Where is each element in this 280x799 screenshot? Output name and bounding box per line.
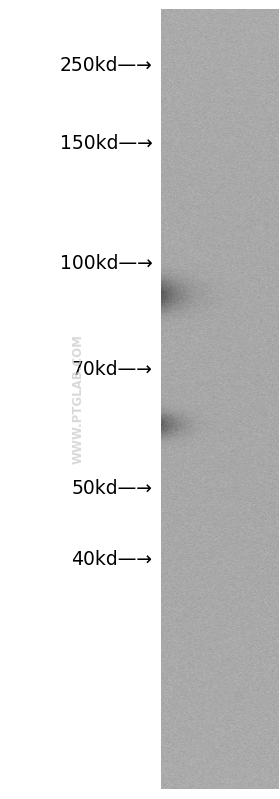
Text: 40kd—→: 40kd—→ — [71, 550, 153, 569]
Text: 150kd—→: 150kd—→ — [60, 134, 153, 153]
Text: 250kd—→: 250kd—→ — [60, 56, 153, 75]
Text: 50kd—→: 50kd—→ — [72, 479, 153, 499]
Text: 100kd—→: 100kd—→ — [60, 254, 153, 273]
Text: 70kd—→: 70kd—→ — [72, 360, 153, 379]
Text: WWW.PTGLAB.COM: WWW.PTGLAB.COM — [72, 335, 85, 464]
